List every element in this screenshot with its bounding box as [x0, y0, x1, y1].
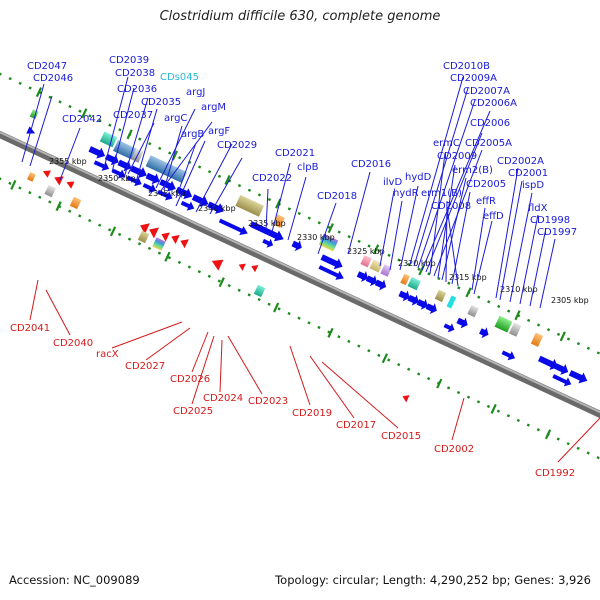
gene-label: hydD [405, 172, 432, 183]
kbp-label: 2310 kbp [500, 285, 538, 294]
kbp-label: 2355 kbp [49, 157, 87, 166]
genome-summary-text: Topology: circular; Length: 4,290,252 bp… [275, 573, 591, 587]
gene-label: CD2006A [470, 98, 517, 109]
gene-label: argF [208, 126, 230, 137]
kbp-label: 2320 kbp [398, 259, 436, 268]
gene-label: CD2005 [466, 179, 506, 190]
gene-label: argJ [186, 87, 205, 98]
gene-label: erm1(B) [421, 188, 462, 199]
gene-label: CD2035 [141, 97, 181, 108]
backbone-group [0, 72, 600, 465]
gene-label: CD2027 [125, 361, 165, 372]
gene-label: CD2005A [465, 138, 512, 149]
kbp-label: 2350 kbp [98, 174, 136, 183]
gene-label: CD2007A [463, 86, 510, 97]
kbp-label: 2305 kbp [551, 296, 589, 305]
gene-label: CD2042 [62, 114, 102, 125]
gene-label: CD2041 [10, 323, 50, 334]
gene-label: CD2010B [443, 61, 490, 72]
gene-label: CD2009A [450, 73, 497, 84]
gene-label: CD2019 [292, 408, 332, 419]
kbp-labels: 2355 kbp 2350 kbp 2345 kbp 2340 kbp 2335… [49, 157, 589, 305]
gene-label: CD2036 [117, 84, 157, 95]
gene-label: CD2021 [275, 148, 315, 159]
gene-label: CD2025 [173, 406, 213, 417]
forward-gene-labels: CD2047 CD2046 CD2039 CD2038 CDs045 CD203… [27, 55, 577, 238]
gene-label: erm2(B) [452, 165, 493, 176]
gene-label: CD2038 [115, 68, 155, 79]
gene-label: CD2002A [497, 156, 544, 167]
forward-feature-boxes [29, 109, 544, 347]
gene-label: argB [181, 129, 204, 140]
major-ticks-reverse [10, 179, 552, 440]
gene-label: ilvD [383, 177, 402, 188]
kbp-label: 2315 kbp [449, 273, 487, 282]
gene-label: CD1998 [530, 215, 570, 226]
gene-label: CD2040 [53, 338, 93, 349]
gene-label: racX [96, 349, 119, 360]
gene-label: CD2015 [381, 431, 421, 442]
gene-label: CD2016 [351, 159, 391, 170]
gene-label: CDs045 [160, 72, 199, 83]
kbp-label: 2330 kbp [297, 233, 335, 242]
gene-label: CD2029 [217, 140, 257, 151]
gene-label: argM [201, 102, 226, 113]
gene-label: CD2001 [508, 168, 548, 179]
gene-label: ermC [433, 138, 460, 149]
genome-backbone [0, 120, 600, 431]
kbp-label: 2325 kbp [347, 247, 385, 256]
gene-label: CD2039 [109, 55, 149, 66]
gene-label: CD2022 [252, 173, 292, 184]
gene-label: hydR [393, 188, 419, 199]
gene-label: ispD [522, 180, 544, 191]
gene-label: effR [476, 196, 496, 207]
kbp-label: 2335 kbp [248, 219, 286, 228]
gene-label: CD2046 [33, 73, 73, 84]
gene-label: CD2047 [27, 61, 67, 72]
gene-label: CD1997 [537, 227, 577, 238]
gene-label: argC [164, 113, 187, 124]
gene-label: fldX [528, 203, 548, 214]
reverse-gene-arrows [42, 170, 410, 403]
gene-label: CD2037 [113, 110, 153, 121]
reverse-gene-labels: CD2041 CD2040 racX CD2027 CD2026 CD2025 … [10, 323, 575, 479]
gene-label: CD2026 [170, 374, 210, 385]
gene-label: clpB [297, 162, 319, 173]
gene-label: CD2024 [203, 393, 243, 404]
gene-label: CD2009 [437, 151, 477, 162]
gene-label: CD2017 [336, 420, 376, 431]
gene-label: CD1992 [535, 468, 575, 479]
reverse-leader-lines [29, 279, 600, 463]
gene-label: CD2008 [431, 201, 471, 212]
accession-text: Accession: NC_009089 [9, 573, 140, 587]
gene-label: effD [483, 211, 504, 222]
gene-label: CD2023 [248, 396, 288, 407]
reverse-feature-boxes [27, 171, 266, 298]
gene-label: CD2002 [434, 444, 474, 455]
kbp-label: 2340 kbp [198, 204, 236, 213]
map-title: Clostridium difficile 630, complete geno… [159, 9, 441, 24]
kbp-label: 2345 kbp [148, 189, 186, 198]
gene-label: CD2018 [317, 191, 357, 202]
forward-leader-lines [21, 76, 556, 309]
gene-label: CD2006 [470, 118, 510, 129]
